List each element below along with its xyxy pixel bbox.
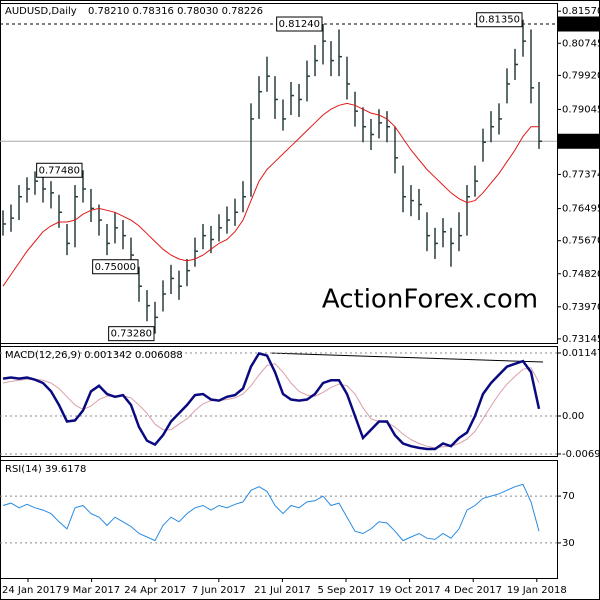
watermark: ActionForex.com bbox=[322, 285, 538, 315]
quote: 0.78210 0.78316 0.78030 0.78226 bbox=[88, 6, 263, 17]
y-tick-label: -0.006913 bbox=[562, 449, 600, 460]
macd-panel bbox=[0, 346, 558, 457]
price-label: 0.75000 bbox=[95, 262, 136, 273]
price-label: 0.73280 bbox=[111, 329, 152, 340]
panel-title: RSI(14) 39.6178 bbox=[5, 464, 86, 475]
y-tick-label: 0.73145 bbox=[562, 334, 600, 345]
price-label: 0.78226 bbox=[560, 136, 600, 147]
y-tick-label: 30 bbox=[562, 538, 575, 549]
chart-title: AUDUSD,Daily bbox=[5, 6, 77, 17]
y-tick-label: 0.011471 bbox=[562, 348, 600, 359]
y-tick-label: 0.81570 bbox=[562, 6, 600, 17]
label-box bbox=[557, 133, 600, 149]
y-tick-label: 70 bbox=[562, 491, 575, 502]
x-tick-label: 24 Jan 2017 bbox=[2, 585, 62, 596]
price-panel bbox=[0, 3, 558, 344]
y-tick-label: 0.80745 bbox=[562, 38, 600, 49]
y-tick-label: 0.00 bbox=[562, 411, 584, 422]
y-tick-label: 0.75670 bbox=[562, 236, 600, 247]
x-tick-label: 24 Apr 2017 bbox=[124, 585, 186, 596]
macd-line bbox=[2, 351, 541, 451]
label-box bbox=[476, 12, 523, 28]
price-label: 0.77480 bbox=[39, 165, 80, 176]
y-tick-label: 0.73970 bbox=[562, 302, 600, 313]
y-tick-label: 0.79920 bbox=[562, 70, 600, 81]
x-tick-label: 19 Oct 2017 bbox=[379, 585, 441, 596]
label-box bbox=[92, 259, 139, 275]
x-tick-label: 5 Sep 2017 bbox=[317, 585, 374, 596]
x-tick-label: 19 Jan 2018 bbox=[507, 585, 567, 596]
moving-average bbox=[2, 102, 539, 287]
y-tick-label: 0.76495 bbox=[562, 204, 600, 215]
macd-trendline bbox=[269, 352, 544, 363]
x-tick-label: 9 Mar 2017 bbox=[63, 585, 120, 596]
label-box bbox=[276, 16, 323, 32]
price-label: 0.81240 bbox=[560, 19, 600, 30]
x-tick-label: 4 Dec 2017 bbox=[444, 585, 502, 596]
x-tick-label: 7 Jun 2017 bbox=[192, 585, 246, 596]
y-tick-label: 0.79045 bbox=[562, 104, 600, 115]
y-tick-label: 0.74820 bbox=[562, 269, 600, 280]
price-label: 0.81240 bbox=[279, 19, 320, 30]
y-tick-label: 0.77374 bbox=[562, 169, 600, 180]
label-box bbox=[36, 162, 83, 178]
x-tick-label: 21 Jul 2017 bbox=[254, 585, 311, 596]
price-label: 0.81350 bbox=[479, 15, 520, 26]
label-box bbox=[557, 16, 600, 32]
rsi-line bbox=[2, 483, 540, 542]
panel-title: MACD(12,26,9) 0.001342 0.006088 bbox=[5, 350, 183, 361]
label-box bbox=[108, 326, 155, 342]
rsi-panel bbox=[0, 460, 558, 579]
